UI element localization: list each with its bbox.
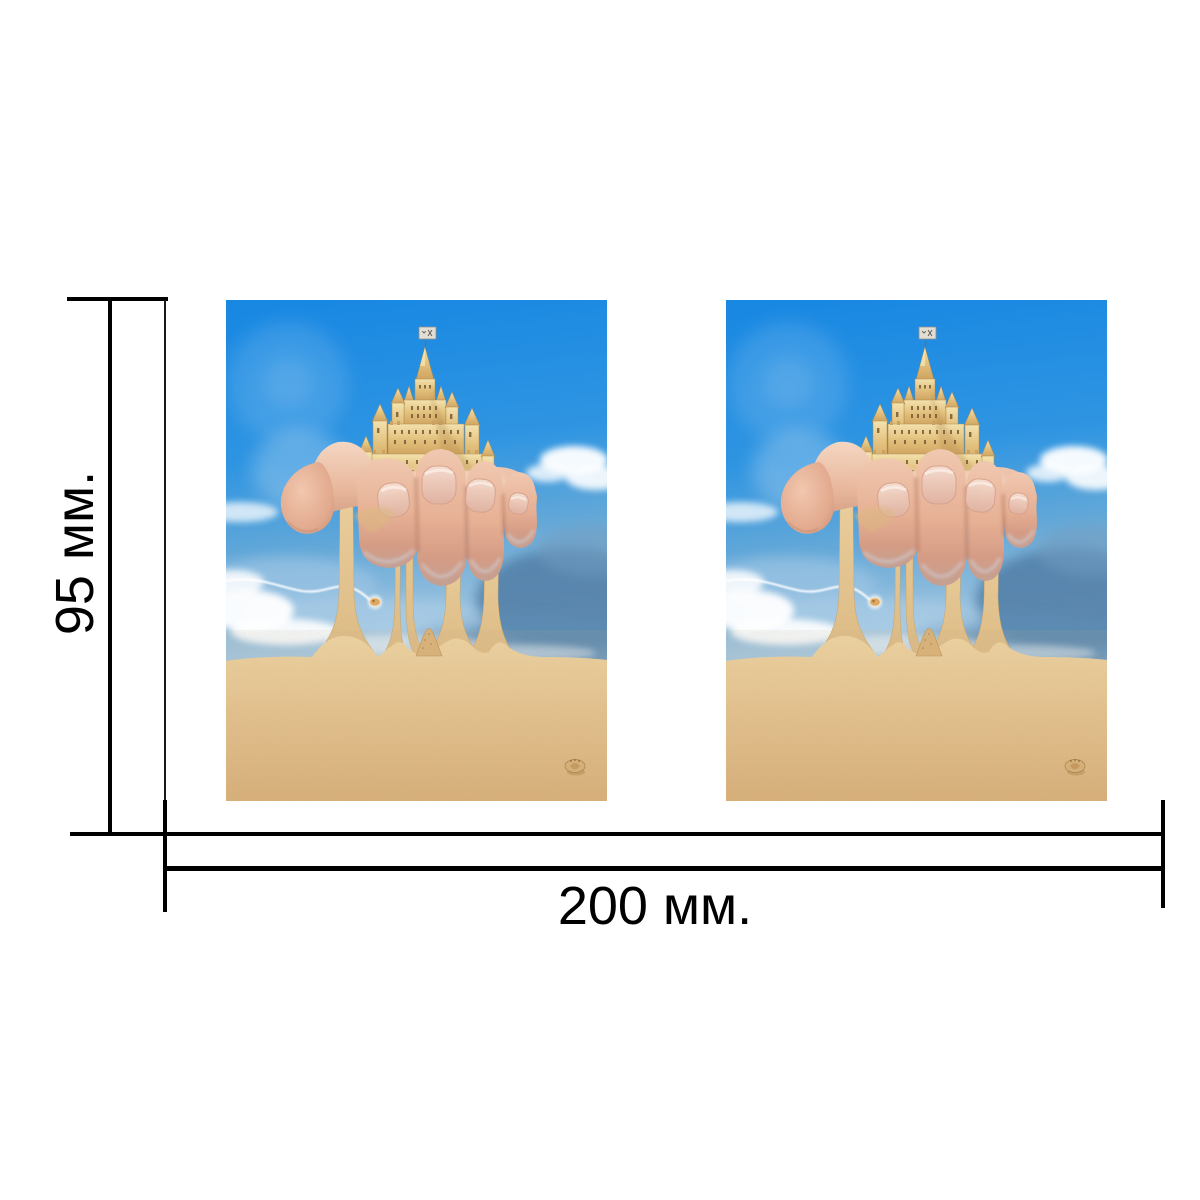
sandcastle-artwork <box>726 300 1107 801</box>
sandcastle-artwork <box>226 300 607 801</box>
bottom-extension-line <box>70 832 1165 836</box>
width-dimension-tick-left <box>163 800 167 912</box>
height-dimension-tick-top <box>67 297 168 301</box>
height-dimension-label: 95 мм. <box>45 470 105 636</box>
left-extension-line <box>164 300 166 802</box>
width-dimension-label: 200 мм. <box>557 876 753 936</box>
width-dimension-line <box>165 866 1165 871</box>
width-dimension-tick-right <box>1161 800 1165 908</box>
product-photo-left <box>226 300 607 801</box>
product-photo-right <box>726 300 1107 801</box>
height-dimension-line <box>108 298 112 836</box>
